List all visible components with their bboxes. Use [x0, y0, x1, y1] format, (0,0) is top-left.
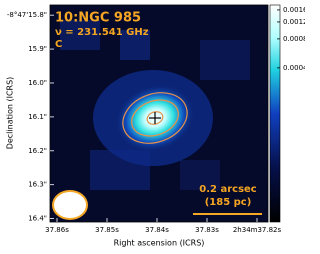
y-tick-label: 16.3": [28, 181, 47, 189]
x-tick-label: 37.86s: [45, 226, 69, 234]
panel-label: C: [55, 39, 62, 50]
chart: 10:NGC 985 ν = 231.541 GHz C 0.2 arcsec …: [6, 4, 308, 248]
y-axis-label: Declination (ICRS): [6, 77, 15, 150]
contour: [146, 111, 164, 125]
scale-sublabel: (185 pc): [205, 197, 252, 208]
y-tick-label: 16.1": [28, 113, 47, 121]
scale-label: 0.2 arcsec: [199, 184, 257, 195]
x-tick-label: 37.85s: [95, 226, 119, 234]
colorbar-tick-label: 0.0008: [283, 35, 305, 43]
colorbar-tick-label: 0.0004: [283, 64, 305, 72]
y-tick-label: -8°47'15.8": [7, 11, 47, 19]
subtitle: ν = 231.541 GHz: [55, 27, 149, 38]
title: 10:NGC 985: [55, 11, 141, 26]
contour: [122, 92, 188, 144]
frame: [49, 4, 269, 223]
noise: [200, 40, 250, 80]
x-axis-label: Right ascension (ICRS): [114, 239, 205, 248]
x-tick-label: 37.83s: [195, 226, 219, 234]
y-tick-label: 16.0": [28, 79, 47, 87]
x-tick-label: 2h34m37.82s: [233, 226, 282, 234]
noise: [60, 20, 100, 50]
beam: [52, 190, 88, 220]
x-tick-label: 37.84s: [145, 226, 169, 234]
colorbar-tick-label: 0.0016: [283, 6, 305, 14]
noise: [120, 30, 150, 60]
image: [50, 5, 268, 222]
contour: [131, 99, 179, 137]
y-tick-label: 15.9": [28, 45, 47, 53]
y-tick-label: 16.4": [28, 215, 47, 223]
noise: [180, 160, 220, 190]
y-tick-label: 16.2": [28, 147, 47, 155]
colorbar: [269, 4, 281, 223]
colorbar-tick-label: 0.0012: [283, 18, 305, 26]
